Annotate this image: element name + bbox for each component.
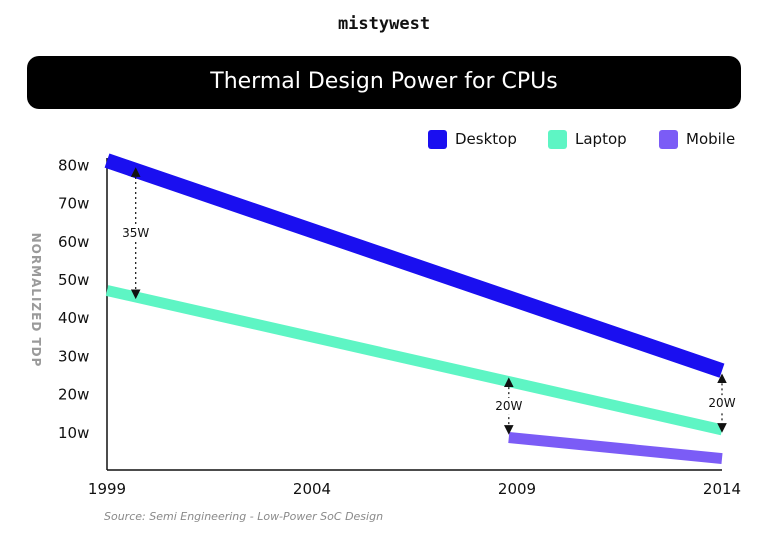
annotation-label-bg bbox=[492, 398, 526, 415]
source-note: Source: Semi Engineering - Low-Power SoC… bbox=[104, 510, 384, 523]
legend-item-mobile: Mobile bbox=[659, 127, 735, 151]
brand-logo: mistywest bbox=[337, 14, 431, 34]
legend-label-laptop: Laptop bbox=[575, 130, 627, 148]
annotation-label: 20W bbox=[495, 399, 522, 413]
legend-item-desktop: Desktop bbox=[428, 127, 517, 151]
legend-label-desktop: Desktop bbox=[455, 130, 517, 148]
legend-item-laptop: Laptop bbox=[548, 127, 627, 151]
y-tick-label: 80w bbox=[58, 156, 89, 174]
y-tick-label: 10w bbox=[58, 424, 89, 442]
legend-swatch-laptop bbox=[548, 129, 567, 149]
x-tick-label: 2004 bbox=[293, 480, 331, 498]
title-bar: Thermal Design Power for CPUs bbox=[27, 56, 741, 109]
y-tick-label: 70w bbox=[58, 195, 89, 213]
annotation-label: 20W bbox=[708, 396, 735, 410]
annotation-label: 35W bbox=[122, 226, 149, 240]
x-tick-label: 2009 bbox=[498, 480, 536, 498]
legend: Desktop Laptop Mobile bbox=[0, 127, 768, 151]
legend-swatch-desktop bbox=[428, 129, 447, 149]
legend-swatch-mobile bbox=[659, 129, 678, 149]
series-line-mobile bbox=[508, 432, 723, 465]
y-tick-label: 60w bbox=[58, 233, 89, 251]
legend-label-mobile: Mobile bbox=[686, 130, 736, 148]
series-line-laptop bbox=[105, 285, 724, 436]
y-tick-label: 50w bbox=[58, 271, 89, 289]
x-tick-label: 1999 bbox=[88, 480, 126, 498]
series-line-desktop bbox=[104, 153, 725, 378]
y-tick-label: 40w bbox=[58, 309, 89, 327]
annotation-label-bg bbox=[705, 395, 739, 412]
y-tick-label: 30w bbox=[58, 347, 89, 365]
y-tick-label: 20w bbox=[58, 386, 89, 404]
annotation-label-bg bbox=[119, 225, 153, 242]
x-tick-label: 2014 bbox=[703, 480, 741, 498]
chart-title: Thermal Design Power for CPUs bbox=[210, 69, 558, 94]
